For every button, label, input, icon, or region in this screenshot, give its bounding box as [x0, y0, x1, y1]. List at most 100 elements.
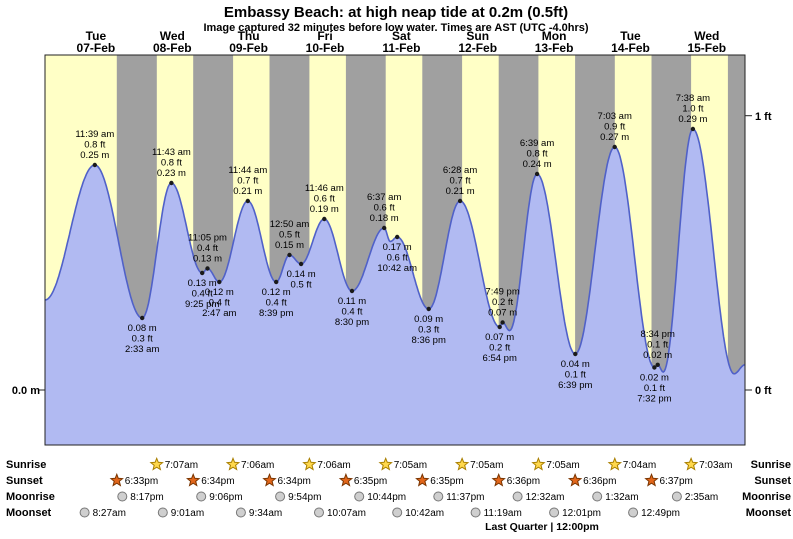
sunrise-time: 7:05am [394, 460, 427, 471]
moonset-moon-icon [470, 507, 481, 518]
tide-annotation-line: 0.09 m [414, 314, 443, 325]
tide-point-dot [426, 306, 431, 312]
moonrise-moon-icon [354, 491, 365, 502]
tide-annotation-line: 6:37 am [367, 192, 401, 203]
day-label-date: 14-Feb [611, 41, 650, 55]
tide-point-dot [298, 261, 304, 267]
tide-point-dot [573, 351, 578, 357]
day-label-date: 08-Feb [153, 41, 192, 55]
sunset-star-icon [491, 472, 506, 487]
moonrise-moon-icon [671, 491, 682, 502]
tide-annotation-line: 8:34 pm [641, 329, 675, 340]
tide-annotation-line: 0.3 ft [418, 325, 439, 336]
y-axis-label-meters: 0.0 m [12, 385, 40, 397]
row-label-moonset-right: Moonset [746, 507, 792, 519]
sunset-time: 6:34pm [201, 476, 234, 487]
sunset-star-icon [567, 472, 583, 487]
moonrise-moon-icon [512, 491, 523, 502]
tide-annotation-line: 0.7 ft [237, 176, 258, 187]
moonset-time: 9:01am [171, 508, 204, 519]
tide-annotation-line: 0.13 m [193, 254, 222, 265]
moonset-moon-icon [314, 507, 324, 518]
tide-point-dot [245, 198, 250, 204]
sunrise-star-icon [607, 456, 623, 471]
moonset-moon-icon [392, 507, 403, 518]
tide-point-dot [287, 252, 292, 258]
tide-annotation-line: 0.07 m [485, 332, 514, 343]
tide-annotation-line: 11:39 am [75, 129, 114, 140]
tide-point-dot [497, 324, 502, 330]
sunrise-star-icon [302, 456, 317, 471]
tide-annotation-line: 0.4 ft [341, 307, 362, 318]
tide-annotation-line: 11:44 am [228, 165, 267, 176]
sunrise-star-icon [225, 456, 241, 471]
chart-title: Embassy Beach: at high neap tide at 0.2m… [224, 4, 568, 21]
moonrise-moon-icon [433, 491, 444, 502]
annotations-layer: 11:39 am0.8 ft0.25 m0.08 m0.3 ft2:33 am1… [75, 93, 710, 405]
tide-annotation-line: 0.12 m [205, 287, 234, 298]
astro-rows-layer: 7:07am 7:06am 7:06am 7:05am 7:05am 7:05am 7:04… [79, 456, 732, 519]
row-label-sunrise-right: Sunrise [751, 459, 791, 471]
chart-subtitle: Image captured 32 minutes before low wat… [203, 22, 588, 34]
tide-point-dot [349, 288, 355, 294]
day-label-weekday: Tue [86, 29, 107, 43]
tide-annotation-line: 10:42 am [377, 263, 417, 274]
tide-point-dot [655, 362, 660, 367]
row-label-moonrise-left: Moonrise [6, 491, 55, 503]
plot-layer [38, 54, 752, 446]
row-label-sunset-right: Sunset [754, 475, 791, 487]
tide-annotation-line: 0.17 m [383, 242, 412, 253]
day-label-weekday: Wed [694, 29, 719, 43]
tide-annotation-line: 8:30 pm [335, 317, 369, 328]
tide-annotation-line: 1.0 ft [682, 104, 703, 115]
tide-point-dot [690, 126, 696, 132]
sunset-star-icon [644, 472, 659, 487]
tide-annotation-line: 11:46 am [305, 183, 344, 194]
tide-point-dot [200, 270, 205, 276]
moonrise-time: 12:32am [526, 492, 565, 503]
sunset-time: 6:36pm [583, 476, 616, 487]
tide-annotation-line: 0.08 m [128, 323, 157, 334]
tide-annotation-line: 0.23 m [157, 168, 186, 179]
tide-point-dot [500, 320, 505, 325]
tide-annotation-line: 11:05 pm [188, 233, 227, 244]
tide-annotation-line: 0.21 m [233, 186, 262, 197]
tide-point-dot [534, 171, 540, 177]
tide-annotation-line: 11:43 am [152, 147, 191, 158]
tide-annotation-line: 0.4 ft [266, 298, 287, 309]
y-axis-label-1ft: 1 ft [755, 111, 772, 123]
day-label-weekday: Mon [542, 29, 567, 43]
sunrise-star-icon [683, 456, 699, 471]
day-label-weekday: Thu [238, 29, 260, 43]
sunset-star-icon [338, 472, 354, 487]
moonrise-moon-icon [592, 491, 603, 502]
moonrise-time: 9:54pm [288, 492, 321, 503]
moonset-moon-icon [549, 507, 560, 518]
tide-point-dot [395, 234, 400, 240]
tide-point-dot [169, 180, 174, 186]
day-label-date: 15-Feb [687, 41, 726, 55]
tide-point-dot [274, 279, 279, 285]
sunrise-time: 7:05am [470, 460, 503, 471]
tide-annotation-line: 0.3 ft [132, 334, 153, 345]
tide-annotation-line: 0.8 ft [527, 149, 548, 160]
tide-annotation-line: 6:39 pm [558, 380, 592, 391]
sunrise-star-icon [531, 456, 546, 471]
tide-annotation-line: 0.27 m [600, 132, 629, 143]
tide-annotation-line: 7:49 pm [485, 287, 519, 298]
moonrise-time: 11:37pm [446, 492, 484, 503]
day-label-date: 11-Feb [382, 41, 420, 55]
tide-point-dot [612, 144, 617, 150]
moonset-time: 10:42am [405, 508, 444, 519]
sunset-star-icon [262, 472, 277, 487]
moonset-moon-icon [235, 507, 246, 518]
tide-annotation-line: 8:39 pm [259, 308, 293, 319]
sunrise-star-icon [149, 456, 164, 471]
moonrise-time: 9:06pm [209, 492, 242, 503]
moonrise-time: 1:32am [605, 492, 638, 503]
day-label-weekday: Tue [620, 29, 641, 43]
row-label-sunrise-left: Sunrise [6, 459, 46, 471]
tide-annotation-line: 0.7 ft [450, 176, 471, 187]
tide-annotation-line: 2:47 am [202, 308, 236, 319]
